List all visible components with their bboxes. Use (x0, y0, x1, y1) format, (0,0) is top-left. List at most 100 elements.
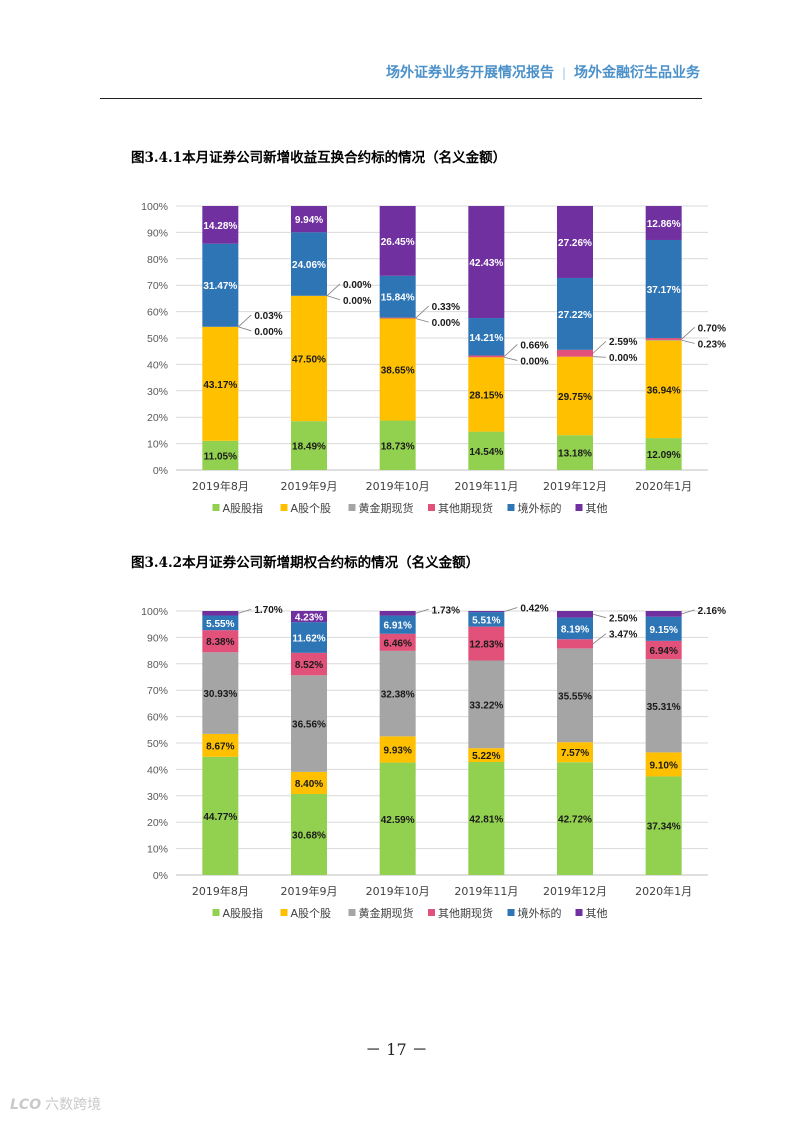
y-tick-label: 50% (147, 738, 168, 750)
legend-swatch-oth-fut (428, 504, 435, 511)
bar-oth-fut-6 (645, 338, 682, 340)
bar-stk-4 (468, 357, 505, 432)
data-label-callout: 3.47% (609, 630, 637, 641)
bar-other-2 (291, 206, 327, 233)
bar-overseas-4 (468, 612, 505, 627)
data-label: 14.21% (469, 333, 503, 344)
y-tick-label: 30% (147, 386, 168, 398)
bar-idx-3 (379, 420, 416, 470)
x-tick-label: 2019年11月 (454, 884, 518, 898)
bar-oth-fut-5 (557, 349, 593, 357)
bar-gold-1 (202, 652, 239, 734)
bar-gold-5 (557, 648, 593, 743)
bar-stk-6 (645, 340, 682, 439)
data-label: 42.72% (558, 815, 592, 826)
legend-label-overseas: 境外标的 (518, 906, 562, 920)
data-label: 32.38% (381, 690, 415, 701)
callout-leader (592, 633, 607, 645)
callout-leader (326, 295, 341, 301)
legend-swatch-other (575, 504, 583, 511)
header-text: 场外证券业务开展情况报告 | 场外金融衍生品业务 (386, 62, 700, 82)
data-label: 28.15% (469, 390, 503, 401)
callout-leader (415, 608, 429, 614)
bar-other-3 (379, 206, 416, 276)
callout-leader (592, 340, 607, 354)
x-tick-label: 2019年8月 (192, 479, 249, 493)
legend-label-other: 其他 (586, 907, 608, 920)
data-label: 8.40% (295, 779, 323, 790)
data-label: 37.34% (647, 822, 681, 833)
bar-other-1 (202, 206, 239, 244)
bar-oth-fut-3 (379, 633, 416, 651)
y-tick-label: 50% (147, 333, 168, 345)
data-label: 18.49% (292, 442, 326, 453)
bar-stk-5 (557, 742, 593, 763)
y-tick-label: 20% (147, 817, 168, 829)
x-tick-label: 2020年1月 (635, 884, 692, 898)
data-label: 9.93% (383, 745, 411, 756)
data-label: 8.67% (206, 741, 234, 752)
legend-swatch-idx (212, 909, 220, 916)
y-tick-label: 60% (147, 307, 168, 319)
data-label: 42.43% (469, 258, 503, 269)
x-tick-label: 2019年12月 (543, 884, 607, 898)
data-label: 35.55% (558, 691, 592, 702)
legend-swatch-stk (280, 909, 288, 916)
data-label-callout: 1.73% (432, 605, 460, 616)
bar-stk-3 (379, 318, 416, 421)
data-label: 35.31% (647, 702, 681, 713)
watermark-logo: LCO (10, 1097, 42, 1113)
bar-other-5 (557, 206, 593, 278)
bar-stk-3 (379, 736, 416, 763)
data-label-callout: 0.00% (343, 280, 371, 291)
data-label: 30.93% (203, 689, 237, 700)
data-label: 26.45% (381, 237, 415, 248)
data-label: 9.94% (295, 215, 323, 226)
watermark-text: 六数跨境 (45, 1097, 102, 1113)
y-tick-label: 90% (147, 227, 168, 239)
y-tick-label: 40% (147, 764, 168, 776)
y-tick-label: 80% (147, 659, 168, 671)
x-tick-label: 2019年10月 (366, 479, 430, 493)
callout-leader (681, 609, 695, 615)
y-tick-label: 90% (147, 632, 168, 644)
data-label: 29.75% (558, 392, 592, 403)
callout-leader (504, 356, 518, 361)
data-label: 11.05% (204, 451, 237, 462)
data-label: 36.56% (292, 720, 326, 731)
bar-other-5 (557, 611, 593, 618)
bar-idx-6 (645, 776, 682, 875)
page-number: － 17 － (365, 1040, 428, 1059)
bar-other-6 (645, 611, 682, 617)
bar-stk-2 (291, 295, 327, 422)
x-tick-label: 2019年8月 (192, 884, 249, 898)
data-label: 6.94% (649, 646, 677, 657)
data-label: 44.77% (203, 812, 237, 823)
bar-idx-2 (291, 794, 327, 875)
callout-leader (504, 344, 518, 357)
bar-idx-2 (291, 421, 327, 470)
bar-other-6 (645, 206, 682, 240)
bar-other-3 (379, 611, 416, 616)
bar-stk-2 (291, 771, 327, 795)
data-label: 37.17% (647, 285, 681, 296)
data-label: 6.46% (383, 638, 411, 649)
bar-gold-4 (468, 660, 505, 749)
callout-leader (415, 305, 429, 319)
x-tick-label: 2019年10月 (366, 884, 430, 898)
y-tick-label: 80% (147, 254, 168, 266)
y-tick-label: 70% (147, 685, 168, 697)
data-label-callout: 2.16% (698, 606, 726, 617)
legend-swatch-stk (280, 504, 288, 511)
bar-idx-1 (202, 756, 239, 875)
bar-idx-4 (468, 761, 505, 875)
data-label: 27.26% (558, 238, 592, 249)
callout-leader (592, 356, 607, 358)
data-label: 12.09% (647, 450, 681, 461)
page-header: 场外证券业务开展情况报告 | 场外金融衍生品业务 (100, 60, 702, 99)
legend-label-oth-fut: 其他期现货 (438, 501, 493, 515)
data-label: 42.59% (381, 815, 415, 826)
data-label: 38.65% (381, 366, 415, 377)
legend-label-oth-fut: 其他期现货 (438, 906, 493, 920)
bar-idx-3 (379, 762, 416, 875)
